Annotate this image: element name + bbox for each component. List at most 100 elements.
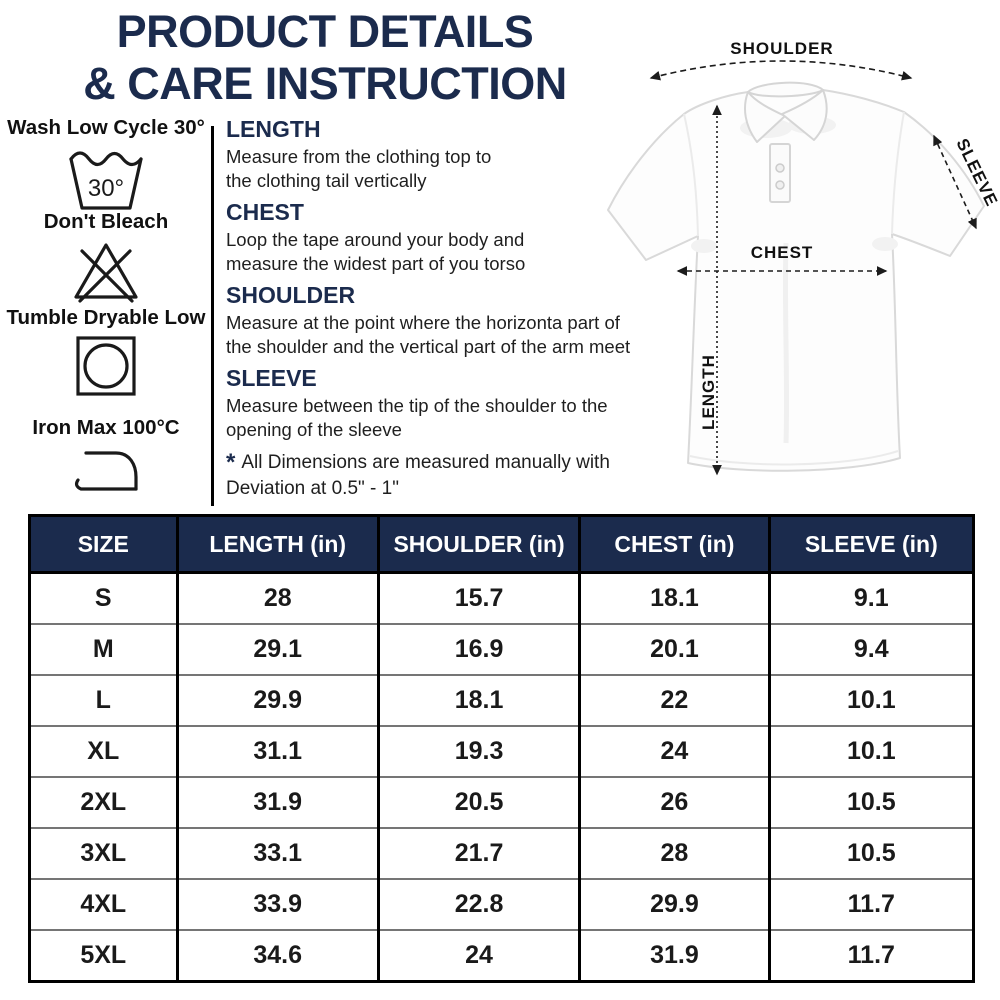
value-cell: 24 [376, 929, 582, 983]
value-cell: 29.9 [175, 674, 380, 727]
table-row: 5XL 34.6 24 31.9 11.7 [28, 929, 976, 983]
sleeve-measure-arrow [933, 134, 977, 230]
column-header-size: SIZE [28, 514, 179, 574]
column-header-length: LENGTH (in) [175, 514, 380, 574]
guide-text-line: Measure from the clothing top to [226, 146, 492, 167]
guide-heading: CHEST [226, 199, 304, 225]
guide-text-line: opening of the sleeve [226, 419, 402, 440]
table-row: L 29.9 18.1 22 10.1 [28, 674, 976, 727]
care-item-tumble-dry: Tumble Dryable Low [0, 306, 212, 398]
value-cell: 28 [578, 827, 771, 880]
guide-text: Loop the tape around your body and measur… [226, 228, 658, 276]
polo-shirt-illustration [607, 81, 985, 472]
guide-section-chest: CHEST Loop the tape around your body and… [226, 199, 658, 276]
size-cell: M [28, 623, 179, 676]
guide-section-sleeve: SLEEVE Measure between the tip of the sh… [226, 365, 658, 442]
value-cell: 11.7 [767, 878, 976, 931]
care-label: Don't Bleach [43, 210, 169, 233]
value-cell: 22 [578, 674, 771, 727]
shirt-diagram: SHOULDER SLEEVE CHEST LENGTH [607, 39, 1000, 476]
value-cell: 31.9 [578, 929, 771, 983]
care-item-bleach: Don't Bleach [0, 210, 212, 304]
care-label: Tumble Dryable Low [6, 306, 206, 329]
size-cell: S [28, 571, 179, 625]
value-cell: 20.5 [376, 776, 582, 829]
table-row: 4XL 33.9 22.8 29.9 11.7 [28, 878, 976, 931]
guide-text-line: Loop the tape around your body and [226, 229, 525, 250]
guide-heading: LENGTH [226, 116, 321, 142]
size-chart-body: S 28 15.7 18.1 9.1 M 29.1 16.9 20.1 9.4 L 29.9 18.1 2… [28, 571, 976, 983]
value-cell: 16.9 [376, 623, 582, 676]
size-cell: 5XL [28, 929, 179, 983]
value-cell: 20.1 [578, 623, 771, 676]
value-cell: 18.1 [376, 674, 582, 727]
footnote-asterisk: * [226, 449, 236, 476]
guide-text: Measure from the clothing top to the clot… [226, 145, 658, 193]
guide-section-shoulder: SHOULDER Measure at the point where the … [226, 282, 658, 359]
tumble-dry-low-icon [76, 336, 136, 396]
table-row: 2XL 31.9 20.5 26 10.5 [28, 776, 976, 829]
title-line1: PRODUCT DETAILS [116, 6, 534, 57]
value-cell: 28 [175, 571, 380, 625]
size-cell: 3XL [28, 827, 179, 880]
chest-annotation-label: CHEST [751, 243, 814, 262]
guide-text-line: Measure between the tip of the shoulder … [226, 395, 608, 416]
guide-text-line: measure the widest part of you torso [226, 253, 526, 274]
value-cell: 22.8 [376, 878, 582, 931]
size-cell: L [28, 674, 179, 727]
value-cell: 10.5 [767, 827, 976, 880]
table-row: XL 31.1 19.3 24 10.1 [28, 725, 976, 778]
value-cell: 26 [578, 776, 771, 829]
column-header-shoulder: SHOULDER (in) [376, 514, 582, 574]
care-label: Wash Low Cycle 30° [7, 116, 205, 139]
page-title: PRODUCT DETAILS & CARE INSTRUCTION [0, 6, 650, 110]
value-cell: 31.9 [175, 776, 380, 829]
value-cell: 21.7 [376, 827, 582, 880]
value-cell: 9.1 [767, 571, 976, 625]
table-row: 3XL 33.1 21.7 28 10.5 [28, 827, 976, 880]
care-label: Iron Max 100°C [32, 416, 180, 439]
guide-text-line: Measure at the point where the horizonta… [226, 312, 620, 333]
guide-text: Measure between the tip of the shoulder … [226, 394, 658, 442]
value-cell: 10.1 [767, 725, 976, 778]
guide-heading: SHOULDER [226, 282, 356, 308]
value-cell: 29.1 [175, 623, 380, 676]
iron-max-100-icon [74, 451, 138, 491]
length-annotation-label: LENGTH [699, 354, 718, 430]
guide-text-line: the shoulder and the vertical part of th… [226, 336, 631, 357]
value-cell: 33.9 [175, 878, 380, 931]
care-item-iron: Iron Max 100°C [0, 416, 212, 494]
value-cell: 10.1 [767, 674, 976, 727]
guide-footnote: * All Dimensions are measured manually wi… [226, 450, 666, 502]
guide-section-length: LENGTH Measure from the clothing top to t… [226, 116, 658, 193]
value-cell: 15.7 [376, 571, 582, 625]
footnote-line: All Dimensions are measured manually wit… [241, 452, 610, 473]
value-cell: 9.4 [767, 623, 976, 676]
value-cell: 29.9 [578, 878, 771, 931]
value-cell: 34.6 [175, 929, 380, 983]
wash-temp-text: 30° [88, 175, 124, 202]
value-cell: 33.1 [175, 827, 380, 880]
value-cell: 10.5 [767, 776, 976, 829]
column-header-sleeve: SLEEVE (in) [767, 514, 976, 574]
guide-text-line: the clothing tail vertically [226, 170, 427, 191]
value-cell: 24 [578, 725, 771, 778]
column-header-chest: CHEST (in) [578, 514, 771, 574]
footnote-line: Deviation at 0.5" - 1" [226, 478, 399, 499]
vertical-divider [211, 126, 214, 506]
title-line2: & CARE INSTRUCTION [83, 58, 567, 110]
shoulder-measure-arrow [649, 60, 913, 81]
size-cell: 2XL [28, 776, 179, 829]
care-item-wash: Wash Low Cycle 30° 30° [0, 116, 212, 214]
value-cell: 11.7 [767, 929, 976, 983]
size-cell: XL [28, 725, 179, 778]
table-row: M 29.1 16.9 20.1 9.4 [28, 623, 976, 676]
measurement-annotations [649, 60, 977, 476]
size-chart-header-row: SIZE LENGTH (in) SHOULDER (in) CHEST (in) SL… [28, 514, 976, 574]
size-cell: 4XL [28, 878, 179, 931]
wash-tub-30-icon: 30° [69, 151, 143, 210]
guide-text: Measure at the point where the horizonta… [226, 311, 658, 359]
value-cell: 19.3 [376, 725, 582, 778]
value-cell: 31.1 [175, 725, 380, 778]
